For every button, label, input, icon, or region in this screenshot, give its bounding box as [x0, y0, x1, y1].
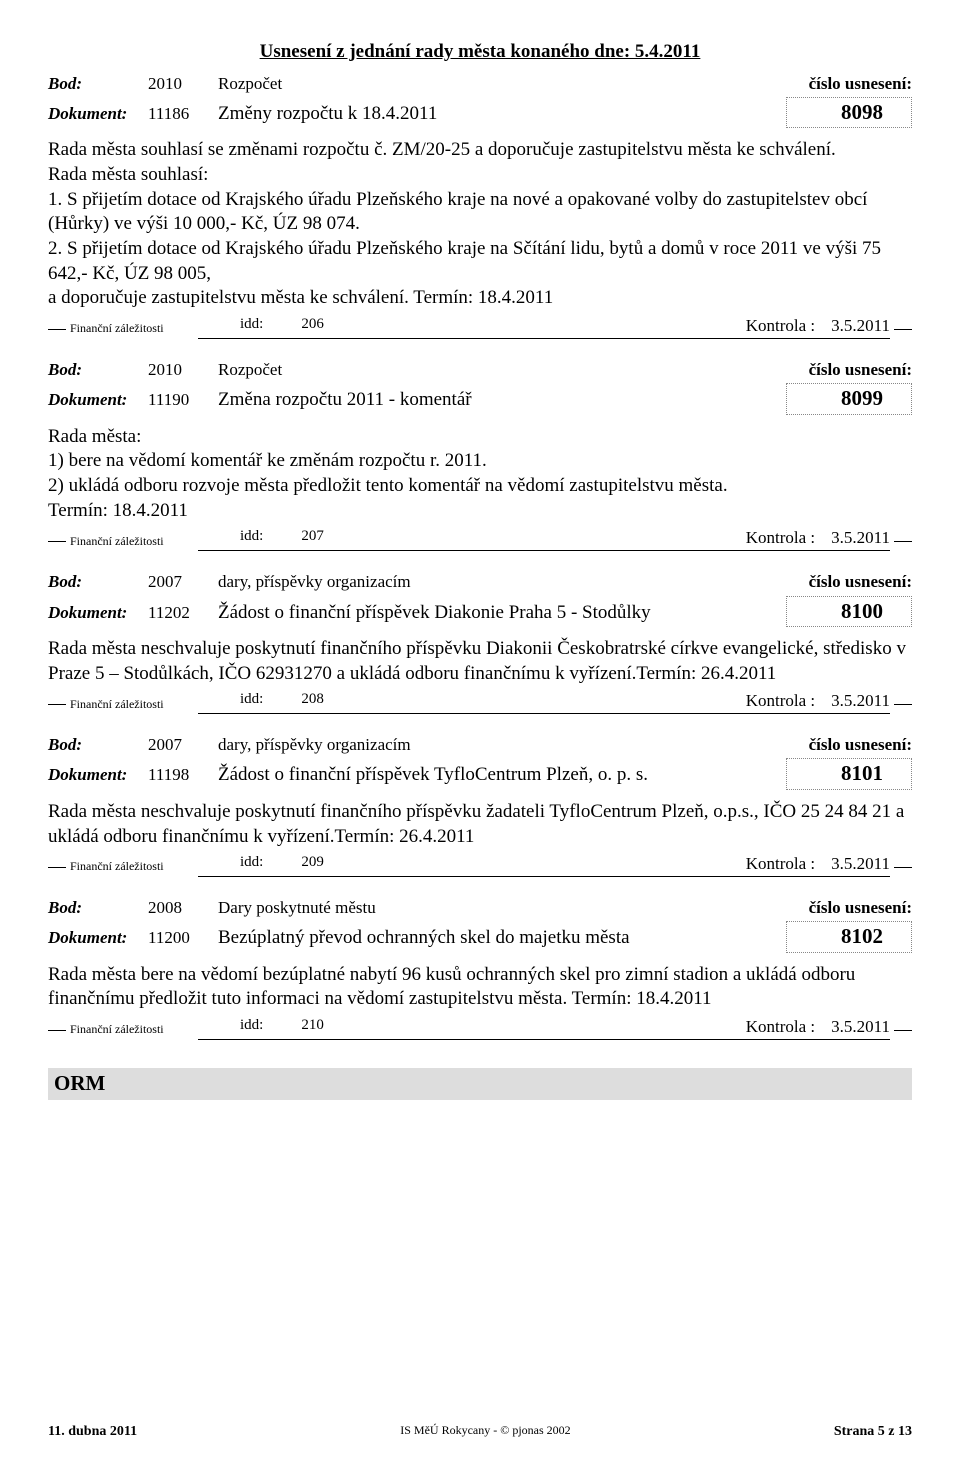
- fin-label: Finanční záležitosti: [70, 1022, 198, 1038]
- footer-right: Strana 5 z 13: [834, 1423, 912, 1441]
- resolution-item: Bod:2010Rozpočetčíslo usnesení: Dokument:…: [48, 73, 912, 341]
- dokument-label: Dokument:: [48, 103, 148, 125]
- idd-label: idd:: [240, 315, 263, 337]
- idd-value: 208: [301, 690, 324, 712]
- bod-label: Bod:: [48, 734, 148, 756]
- kontrola-label: Kontrola :: [746, 690, 815, 712]
- dash-left: [48, 1030, 66, 1031]
- cislo-label: číslo usnesení:: [809, 734, 912, 756]
- idd-label: idd:: [240, 853, 263, 875]
- kontrola-label: Kontrola :: [746, 527, 815, 549]
- idd-value: 207: [301, 527, 324, 549]
- kontrola-label: Kontrola :: [746, 853, 815, 875]
- idd-value: 209: [301, 853, 324, 875]
- bod-code: 2007: [148, 734, 218, 756]
- bod-code: 2007: [148, 571, 218, 593]
- cislo-label: číslo usnesení:: [809, 73, 912, 95]
- idd-label: idd:: [240, 1016, 263, 1038]
- resolution-item: Bod:2010Rozpočetčíslo usnesení: Dokument:…: [48, 359, 912, 553]
- bod-code: 2008: [148, 897, 218, 919]
- kontrola-date: 3.5.2011: [831, 690, 890, 712]
- page-footer: 11. dubna 2011 IS MěÚ Rokycany - © pjona…: [48, 1423, 912, 1441]
- dokument-label: Dokument:: [48, 602, 148, 624]
- bod-topic: Rozpočet: [218, 359, 809, 381]
- resolution-number: 8100: [786, 596, 912, 627]
- items-container: Bod:2010Rozpočetčíslo usnesení:Dokument:…: [48, 73, 912, 1043]
- dash-right: [894, 541, 912, 542]
- bod-label: Bod:: [48, 359, 148, 381]
- bod-topic: dary, příspěvky organizacím: [218, 571, 809, 593]
- dokument-code: 11198: [148, 764, 218, 786]
- kontrola-date: 3.5.2011: [831, 315, 890, 337]
- kontrola-label: Kontrola :: [746, 315, 815, 337]
- kontrola-date: 3.5.2011: [831, 853, 890, 875]
- resolution-item: Bod:2007dary, příspěvky organizacímčíslo…: [48, 571, 912, 716]
- resolution-body: Rada města: 1) bere na vědomí komentář k…: [48, 425, 912, 524]
- idd-line: idd: 207 Kontrola : 3.5.2011: [198, 527, 890, 551]
- dash-right: [894, 329, 912, 330]
- footer-left: 11. dubna 2011: [48, 1423, 137, 1441]
- cislo-label: číslo usnesení:: [809, 897, 912, 919]
- bod-label: Bod:: [48, 571, 148, 593]
- bod-code: 2010: [148, 359, 218, 381]
- dokument-label: Dokument:: [48, 764, 148, 786]
- resolution-number: 8099: [786, 383, 912, 414]
- fin-label: Finanční záležitosti: [70, 321, 198, 337]
- resolution-body: Rada města souhlasí se změnami rozpočtu …: [48, 138, 912, 311]
- section-footer: ORM: [48, 1068, 912, 1099]
- bod-label: Bod:: [48, 73, 148, 95]
- footer-mid: IS MěÚ Rokycany - © pjonas 2002: [400, 1423, 570, 1441]
- resolution-number: 8101: [786, 758, 912, 789]
- dokument-code: 11200: [148, 927, 218, 949]
- fin-label: Finanční záležitosti: [70, 534, 198, 550]
- page-title: Usnesení z jednání rady města konaného d…: [48, 40, 912, 65]
- resolution-body: Rada města neschvaluje poskytnutí finanč…: [48, 800, 912, 849]
- fin-label: Finanční záležitosti: [70, 697, 198, 713]
- dokument-code: 11190: [148, 389, 218, 411]
- dash-left: [48, 867, 66, 868]
- dokument-subject: Bezúplatný převod ochranných skel do maj…: [218, 926, 786, 951]
- idd-line: idd: 210 Kontrola : 3.5.2011: [198, 1016, 890, 1040]
- idd-line: idd: 208 Kontrola : 3.5.2011: [198, 690, 890, 714]
- dash-left: [48, 329, 66, 330]
- bod-topic: dary, příspěvky organizacím: [218, 734, 809, 756]
- bod-code: 2010: [148, 73, 218, 95]
- dokument-subject: Žádost o finanční příspěvek Diakonie Pra…: [218, 601, 786, 626]
- fin-label: Finanční záležitosti: [70, 859, 198, 875]
- idd-label: idd:: [240, 527, 263, 549]
- kontrola-date: 3.5.2011: [831, 527, 890, 549]
- resolution-item: Bod:2007dary, příspěvky organizacímčíslo…: [48, 734, 912, 879]
- kontrola-label: Kontrola :: [746, 1016, 815, 1038]
- dokument-subject: Změny rozpočtu k 18.4.2011: [218, 102, 786, 127]
- dokument-subject: Žádost o finanční příspěvek TyfloCentrum…: [218, 763, 786, 788]
- idd-value: 206: [301, 315, 324, 337]
- dash-left: [48, 541, 66, 542]
- dokument-code: 11186: [148, 103, 218, 125]
- bod-topic: Dary poskytnuté městu: [218, 897, 809, 919]
- resolution-number: 8098: [786, 97, 912, 128]
- dokument-code: 11202: [148, 602, 218, 624]
- dokument-label: Dokument:: [48, 389, 148, 411]
- bod-label: Bod:: [48, 897, 148, 919]
- resolution-body: Rada města bere na vědomí bezúplatné nab…: [48, 963, 912, 1012]
- dash-left: [48, 704, 66, 705]
- idd-value: 210: [301, 1016, 324, 1038]
- kontrola-date: 3.5.2011: [831, 1016, 890, 1038]
- idd-line: idd: 209 Kontrola : 3.5.2011: [198, 853, 890, 877]
- bod-topic: Rozpočet: [218, 73, 809, 95]
- dokument-label: Dokument:: [48, 927, 148, 949]
- idd-line: idd: 206 Kontrola : 3.5.2011: [198, 315, 890, 339]
- dash-right: [894, 704, 912, 705]
- cislo-label: číslo usnesení:: [809, 359, 912, 381]
- resolution-number: 8102: [786, 921, 912, 952]
- resolution-body: Rada města neschvaluje poskytnutí finanč…: [48, 637, 912, 686]
- dash-right: [894, 1030, 912, 1031]
- resolution-item: Bod:2008Dary poskytnuté městučíslo usnes…: [48, 897, 912, 1042]
- idd-label: idd:: [240, 690, 263, 712]
- dash-right: [894, 867, 912, 868]
- dokument-subject: Změna rozpočtu 2011 - komentář: [218, 388, 786, 413]
- cislo-label: číslo usnesení:: [809, 571, 912, 593]
